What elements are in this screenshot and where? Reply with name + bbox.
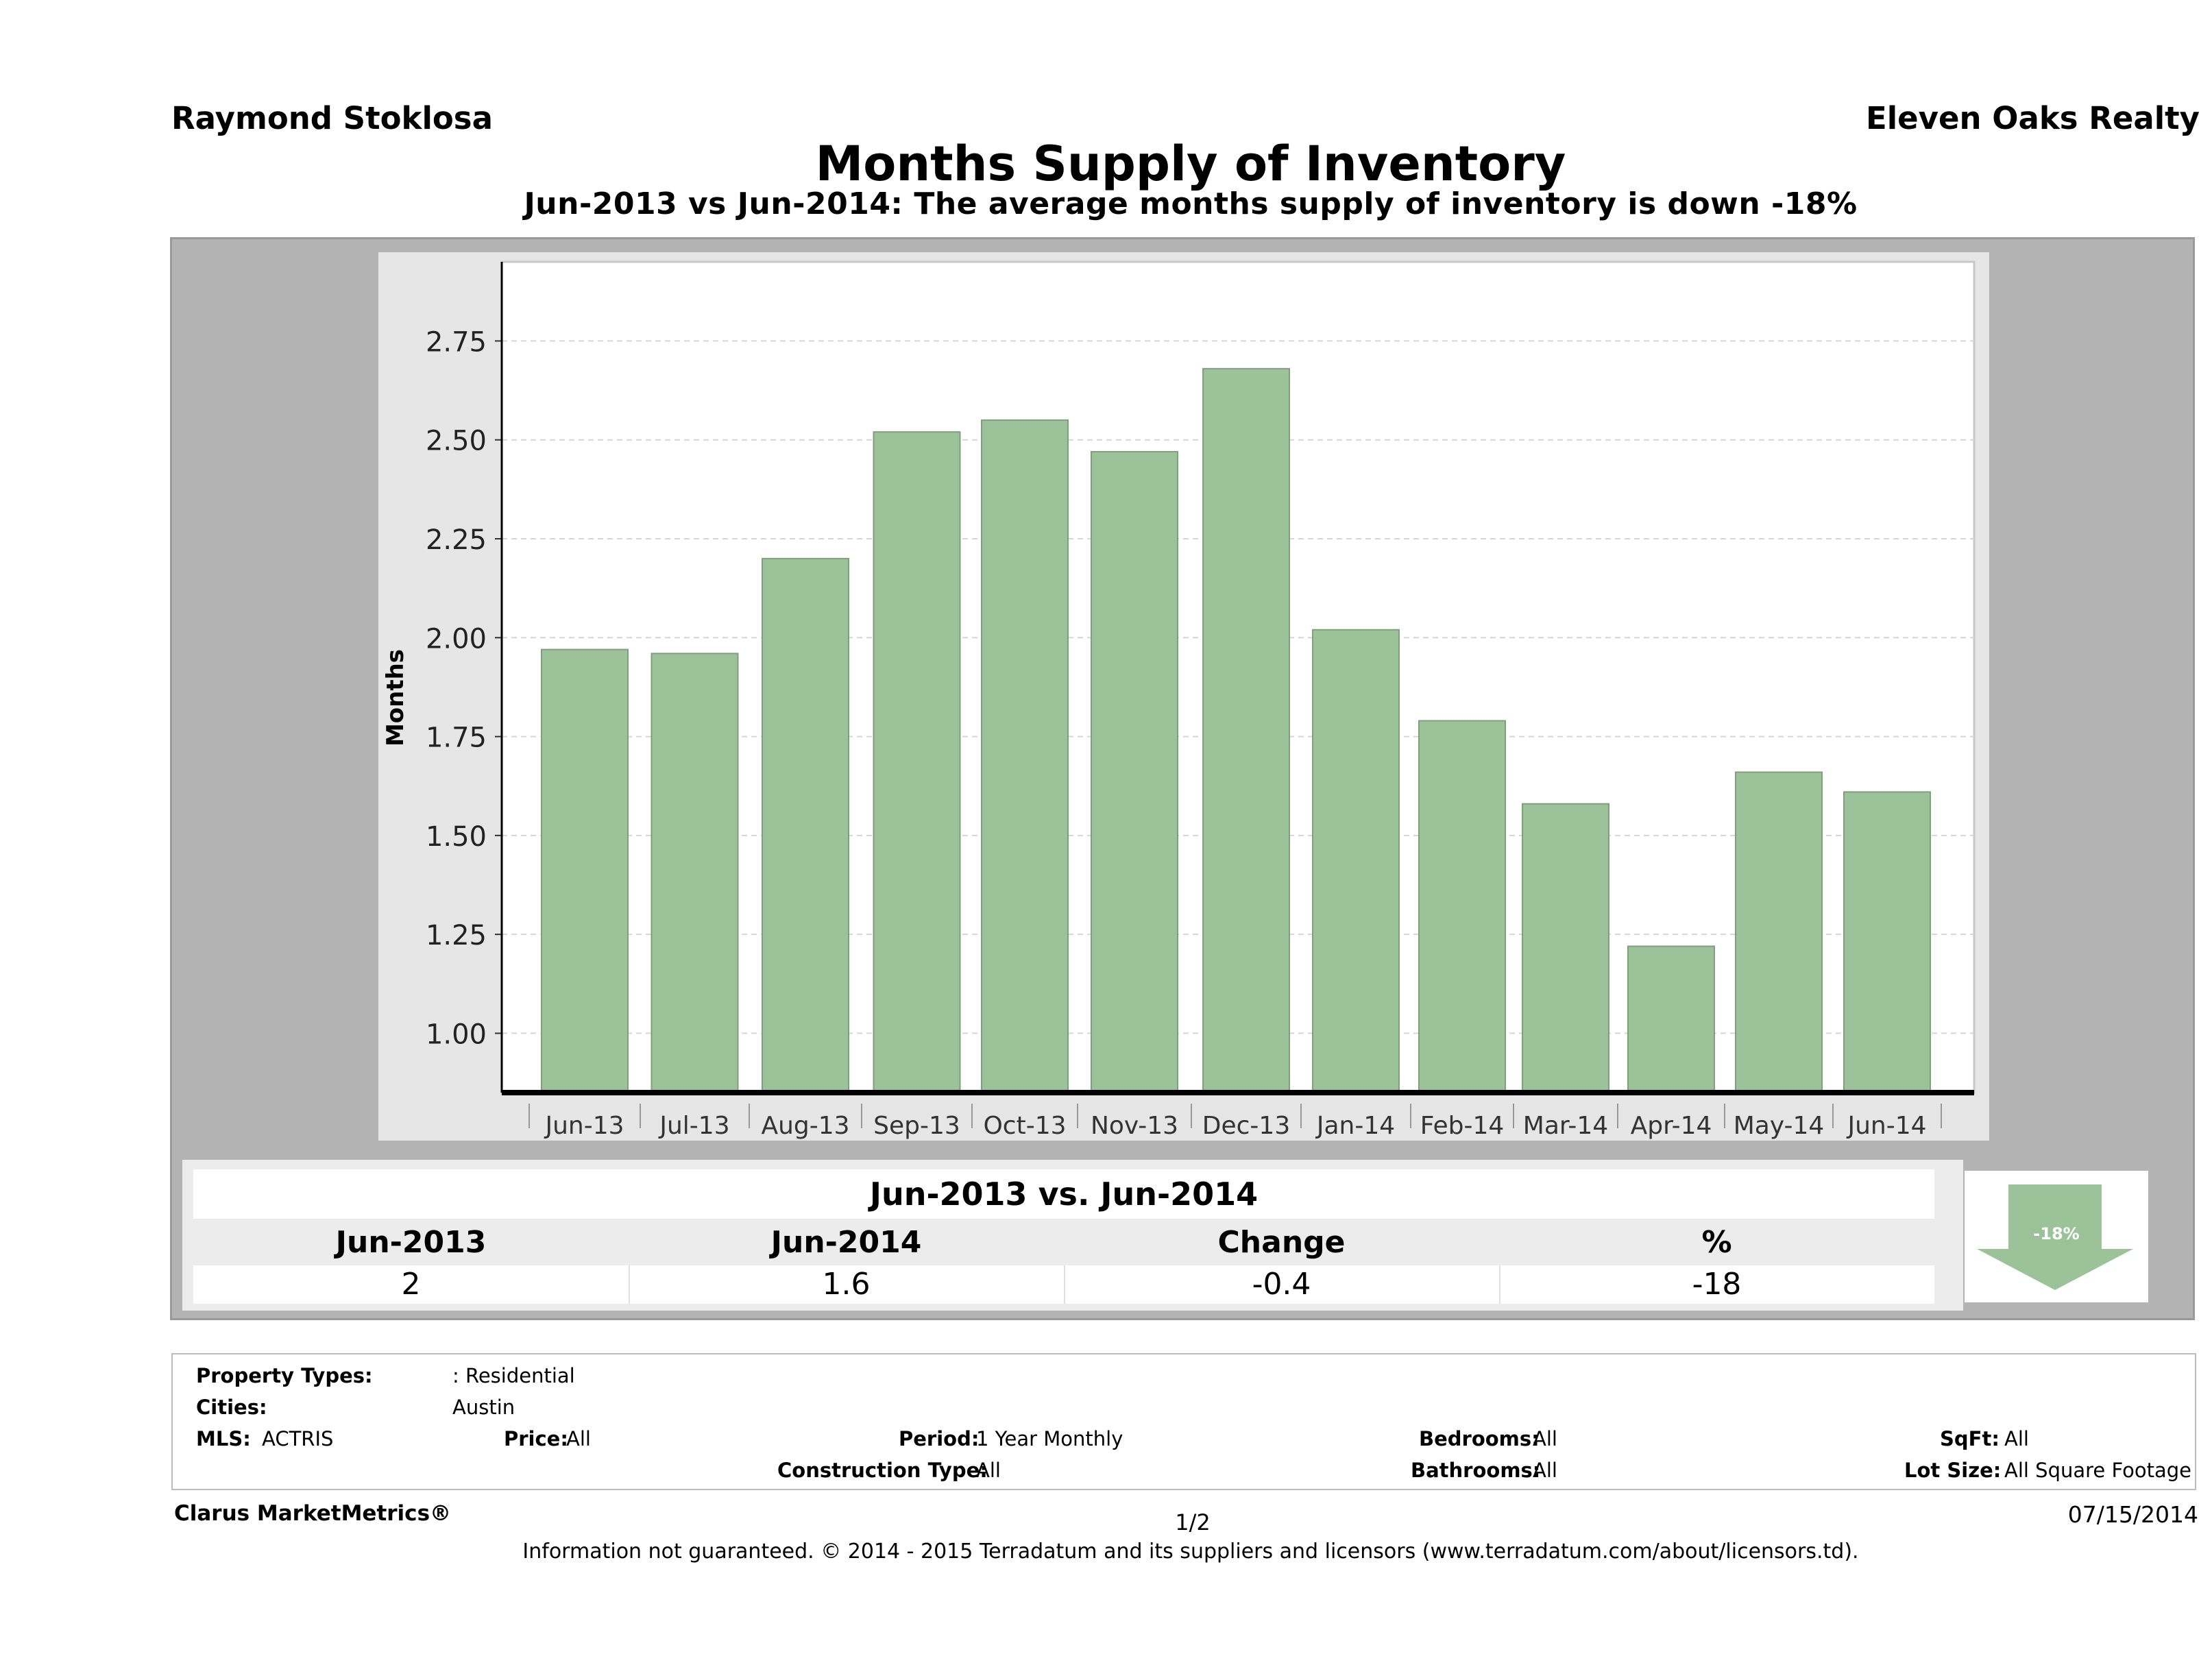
- bar: [1735, 771, 1823, 1093]
- summary-value-jun2013: 2: [401, 1267, 421, 1302]
- x-tick-label: May-14: [1734, 1112, 1825, 1140]
- x-tick-label: Sep-13: [873, 1112, 960, 1140]
- chart-title: Months Supply of Inventory: [815, 136, 1566, 192]
- bar: [1091, 451, 1178, 1093]
- cities-label: Cities:: [196, 1396, 267, 1419]
- lot-size-label: Lot Size:: [1904, 1459, 2002, 1482]
- agent-name: Raymond Stoklosa: [171, 100, 493, 136]
- x-tick-label: Dec-13: [1202, 1112, 1290, 1140]
- bathrooms-value: All: [1533, 1459, 1557, 1482]
- sqft-value: All: [2004, 1427, 2029, 1450]
- company-name: Eleven Oaks Realty: [1865, 100, 2200, 136]
- y-tick-label: 1.75: [426, 722, 487, 754]
- summary-header-jun2014: Jun-2014: [770, 1225, 922, 1260]
- bathrooms-label: Bathrooms:: [1411, 1459, 1541, 1482]
- bar: [541, 648, 629, 1093]
- summary-header-percent: %: [1701, 1225, 1732, 1260]
- y-tick-label: 2.25: [426, 524, 487, 556]
- bar: [873, 431, 961, 1093]
- mls-value: ACTRIS: [262, 1427, 334, 1450]
- bedrooms-label: Bedrooms:: [1419, 1427, 1540, 1450]
- search-criteria: [171, 1353, 2196, 1490]
- chart-panel: 1.00 1.25 1.50 1.75 2.00 2.25 2.50 2.75 Jun-13 Ju…: [378, 252, 1989, 1141]
- x-tick-label: Aug-13: [761, 1112, 849, 1140]
- bar: [762, 557, 849, 1094]
- x-tick-label: Feb-14: [1420, 1112, 1505, 1140]
- disclaimer: Information not guaranteed. © 2014 - 201…: [522, 1540, 1859, 1564]
- construction-type-value: All: [976, 1459, 1001, 1482]
- y-tick-label: 1.50: [426, 821, 487, 853]
- summary-header-jun2013: Jun-2013: [335, 1225, 487, 1260]
- bar: [1418, 720, 1506, 1093]
- mls-label: MLS:: [196, 1427, 251, 1450]
- lot-size-value: All Square Footage: [2004, 1459, 2192, 1482]
- y-tick-label: 1.25: [426, 920, 487, 951]
- bar: [1843, 791, 1931, 1093]
- price-value: All: [566, 1427, 591, 1450]
- x-tick-label: Jul-13: [658, 1112, 729, 1140]
- x-tick-label: Mar-14: [1523, 1112, 1608, 1140]
- summary-separator: [1064, 1265, 1065, 1304]
- bar-chart: 1.00 1.25 1.50 1.75 2.00 2.25 2.50 2.75 Jun-13 Ju…: [382, 260, 1976, 1140]
- bar: [651, 653, 739, 1093]
- y-tick-label: 1.00: [426, 1019, 487, 1050]
- summary-value-percent: -18: [1692, 1267, 1742, 1302]
- x-tick-label: Apr-14: [1631, 1112, 1712, 1140]
- brand-name: Clarus MarketMetrics®: [174, 1501, 452, 1526]
- summary-header-change: Change: [1217, 1225, 1346, 1260]
- property-types-label: Property Types:: [196, 1364, 373, 1387]
- period-value: 1 Year Monthly: [976, 1427, 1123, 1450]
- chart-subtitle: Jun-2013 vs Jun-2014: The average months…: [524, 186, 1858, 221]
- x-tick-label: Oct-13: [983, 1112, 1066, 1140]
- trend-badge: [1965, 1171, 2148, 1302]
- page-number: 1/2: [1175, 1509, 1211, 1535]
- construction-type-label: Construction Type:: [777, 1459, 988, 1482]
- bar: [981, 419, 1069, 1094]
- bar: [1522, 803, 1609, 1094]
- summary-title: Jun-2013 vs. Jun-2014: [869, 1176, 1259, 1213]
- summary-value-jun2014: 1.6: [822, 1267, 871, 1302]
- x-tick-label: Nov-13: [1091, 1112, 1178, 1140]
- x-tick-label: Jun-13: [544, 1112, 624, 1140]
- summary-value-change: -0.4: [1252, 1267, 1311, 1302]
- summary-separator: [1499, 1265, 1500, 1304]
- summary-title-bar: [193, 1169, 1934, 1219]
- bar: [1627, 945, 1715, 1094]
- x-tick-label: Jun-14: [1846, 1112, 1926, 1140]
- y-tick-label: 2.00: [426, 623, 487, 655]
- y-tick-label: 2.75: [426, 326, 487, 358]
- sqft-label: SqFt:: [1940, 1427, 2000, 1450]
- property-types-value: : Residential: [452, 1364, 575, 1387]
- period-label: Period:: [899, 1427, 980, 1450]
- bedrooms-value: All: [1533, 1427, 1557, 1450]
- trend-badge-label: -18%: [2033, 1224, 2080, 1243]
- summary-separator: [629, 1265, 630, 1304]
- y-tick-label: 2.50: [426, 426, 487, 457]
- down-arrow-icon: [1977, 1184, 2133, 1290]
- bar: [1202, 367, 1290, 1093]
- report-date: 07/15/2014: [2067, 1501, 2198, 1528]
- x-tick-label: Jan-14: [1315, 1112, 1395, 1140]
- bar: [1312, 629, 1400, 1093]
- price-label: Price:: [504, 1427, 568, 1450]
- y-axis-label: Months: [382, 649, 409, 746]
- cities-value: Austin: [452, 1396, 515, 1419]
